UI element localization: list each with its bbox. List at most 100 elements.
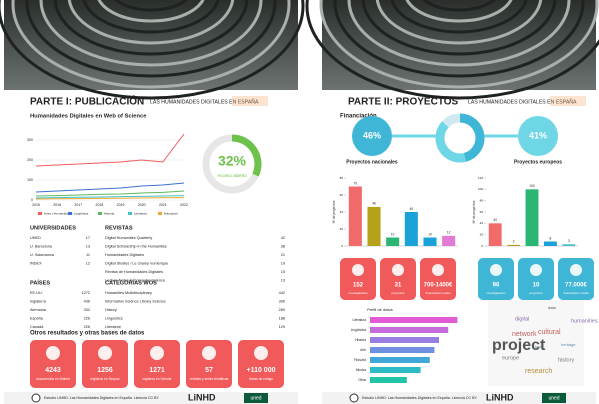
funding-name: Proyectos europeos	[514, 159, 562, 165]
list-item: Humanidades Digitales	[105, 253, 144, 257]
stat-label: proyectos	[529, 291, 543, 295]
stat-icon	[202, 346, 216, 360]
bar	[386, 238, 399, 247]
stat-value: 57	[205, 367, 213, 374]
list-title: UNIVERSIDADES	[30, 225, 76, 231]
bar-category: Lingüística	[351, 328, 366, 332]
list-count: 226	[84, 317, 90, 321]
footer-logo: LiNHD	[486, 392, 514, 402]
cloud-word: text	[535, 344, 542, 349]
hbar	[370, 337, 439, 343]
list-count: 38	[281, 245, 285, 249]
stat-icon	[432, 264, 444, 276]
legend-label: Literatura	[134, 211, 147, 215]
cloud-word: research	[525, 368, 552, 375]
stat-icon	[570, 264, 582, 276]
stat-value: 1271	[149, 367, 165, 374]
bar	[442, 236, 455, 246]
hbar	[370, 357, 430, 363]
bar-value: 12	[447, 231, 451, 235]
legend-swatch	[128, 212, 132, 215]
y-tick-label: 20	[340, 227, 344, 231]
list-count: 19	[281, 262, 285, 266]
list-item: EE.UU.	[30, 291, 43, 295]
bar-value: 46	[372, 202, 376, 206]
cloud-word: network	[512, 331, 537, 338]
list-item: Literature	[105, 325, 121, 329]
bar	[544, 241, 557, 246]
y-axis-label: Nº de proyectos	[472, 200, 476, 223]
legend-swatch	[38, 212, 42, 215]
cloud-word: heritage	[561, 342, 576, 347]
list-item: U. Salamanca	[30, 253, 55, 257]
list-item: U. Barcelona	[30, 245, 53, 249]
footer-uned: uned	[250, 395, 261, 401]
bar-category: Historia	[355, 338, 366, 342]
stat-value: 96	[493, 283, 500, 289]
bar-value: 40	[493, 218, 497, 222]
cloud-word: digital	[515, 316, 529, 322]
stat-label: revistas y series temáticas	[190, 377, 229, 381]
legend-label: Lingüística	[74, 211, 89, 215]
list-count: 11	[86, 253, 90, 257]
y-tick-label: 200	[27, 158, 33, 162]
funding-name: Proyectos nacionales	[346, 159, 398, 165]
stat-icon	[352, 264, 364, 276]
other-title: Otros resultados y otras bases de datos	[30, 331, 145, 337]
stat-label: registros en Scopus	[90, 377, 119, 381]
stat-label: financiación media	[564, 291, 589, 295]
chart-title: Humanidades Digitales en Web of Science	[30, 114, 147, 120]
bar	[507, 245, 520, 246]
x-tick-label: 2021	[159, 203, 167, 207]
hbar	[370, 377, 407, 383]
list-item: Revista de Humanidades Digitales	[105, 270, 163, 274]
section-title: PARTE I: PUBLICACIÓN	[30, 95, 144, 108]
stat-value: 152	[353, 283, 364, 289]
list-count: 306	[279, 300, 285, 304]
stat-value: 700-1400€	[424, 283, 453, 289]
list-item: INDEX	[30, 262, 42, 266]
hbar	[370, 317, 457, 323]
y-tick-label: 20	[480, 232, 484, 236]
list-count: 12	[86, 262, 90, 266]
bar-category: Otros	[358, 378, 366, 382]
bar-value: 10	[391, 232, 395, 236]
y-tick-label: 0	[31, 198, 33, 202]
x-tick-label: 2019	[117, 203, 125, 207]
list-item: España	[30, 317, 44, 321]
list-item: Inglaterra	[30, 300, 47, 304]
legend-label: Historia	[104, 211, 115, 215]
stat-icon	[46, 346, 60, 360]
list-item: Canadá	[30, 325, 44, 329]
list-title: CATEGORÍAS WOS	[105, 278, 157, 286]
cc-icon	[32, 394, 40, 402]
bar	[526, 189, 539, 246]
list-item: History	[105, 308, 117, 312]
bar	[423, 238, 436, 247]
hbar	[370, 367, 421, 373]
legend-label: Educación	[164, 211, 178, 215]
funding-value: 46%	[363, 130, 381, 140]
legend-swatch	[68, 212, 72, 215]
footer-uned: uned	[548, 395, 559, 401]
cloud-word: cultural	[538, 329, 561, 336]
y-tick-label: 120	[478, 176, 483, 180]
bar	[489, 223, 502, 246]
legend-swatch	[158, 212, 162, 215]
bar-value: 2	[513, 240, 515, 244]
stat-icon	[490, 264, 502, 276]
x-tick-label: 2015	[32, 203, 40, 207]
bar	[367, 207, 380, 246]
y-tick-label: 100	[27, 178, 33, 182]
bar-category: Literatura	[353, 318, 367, 322]
list-count: 332	[84, 308, 90, 312]
y-tick-label: 80	[340, 176, 344, 180]
hbar	[370, 347, 434, 353]
stat-value: 10	[533, 283, 540, 289]
x-tick-label: 2018	[96, 203, 104, 207]
stat-icon	[254, 346, 268, 360]
x-tick-label: 2017	[74, 203, 82, 207]
list-count: 17	[86, 236, 90, 240]
cloud-word: humanities	[571, 318, 598, 324]
donut-value: 32%	[218, 153, 247, 169]
